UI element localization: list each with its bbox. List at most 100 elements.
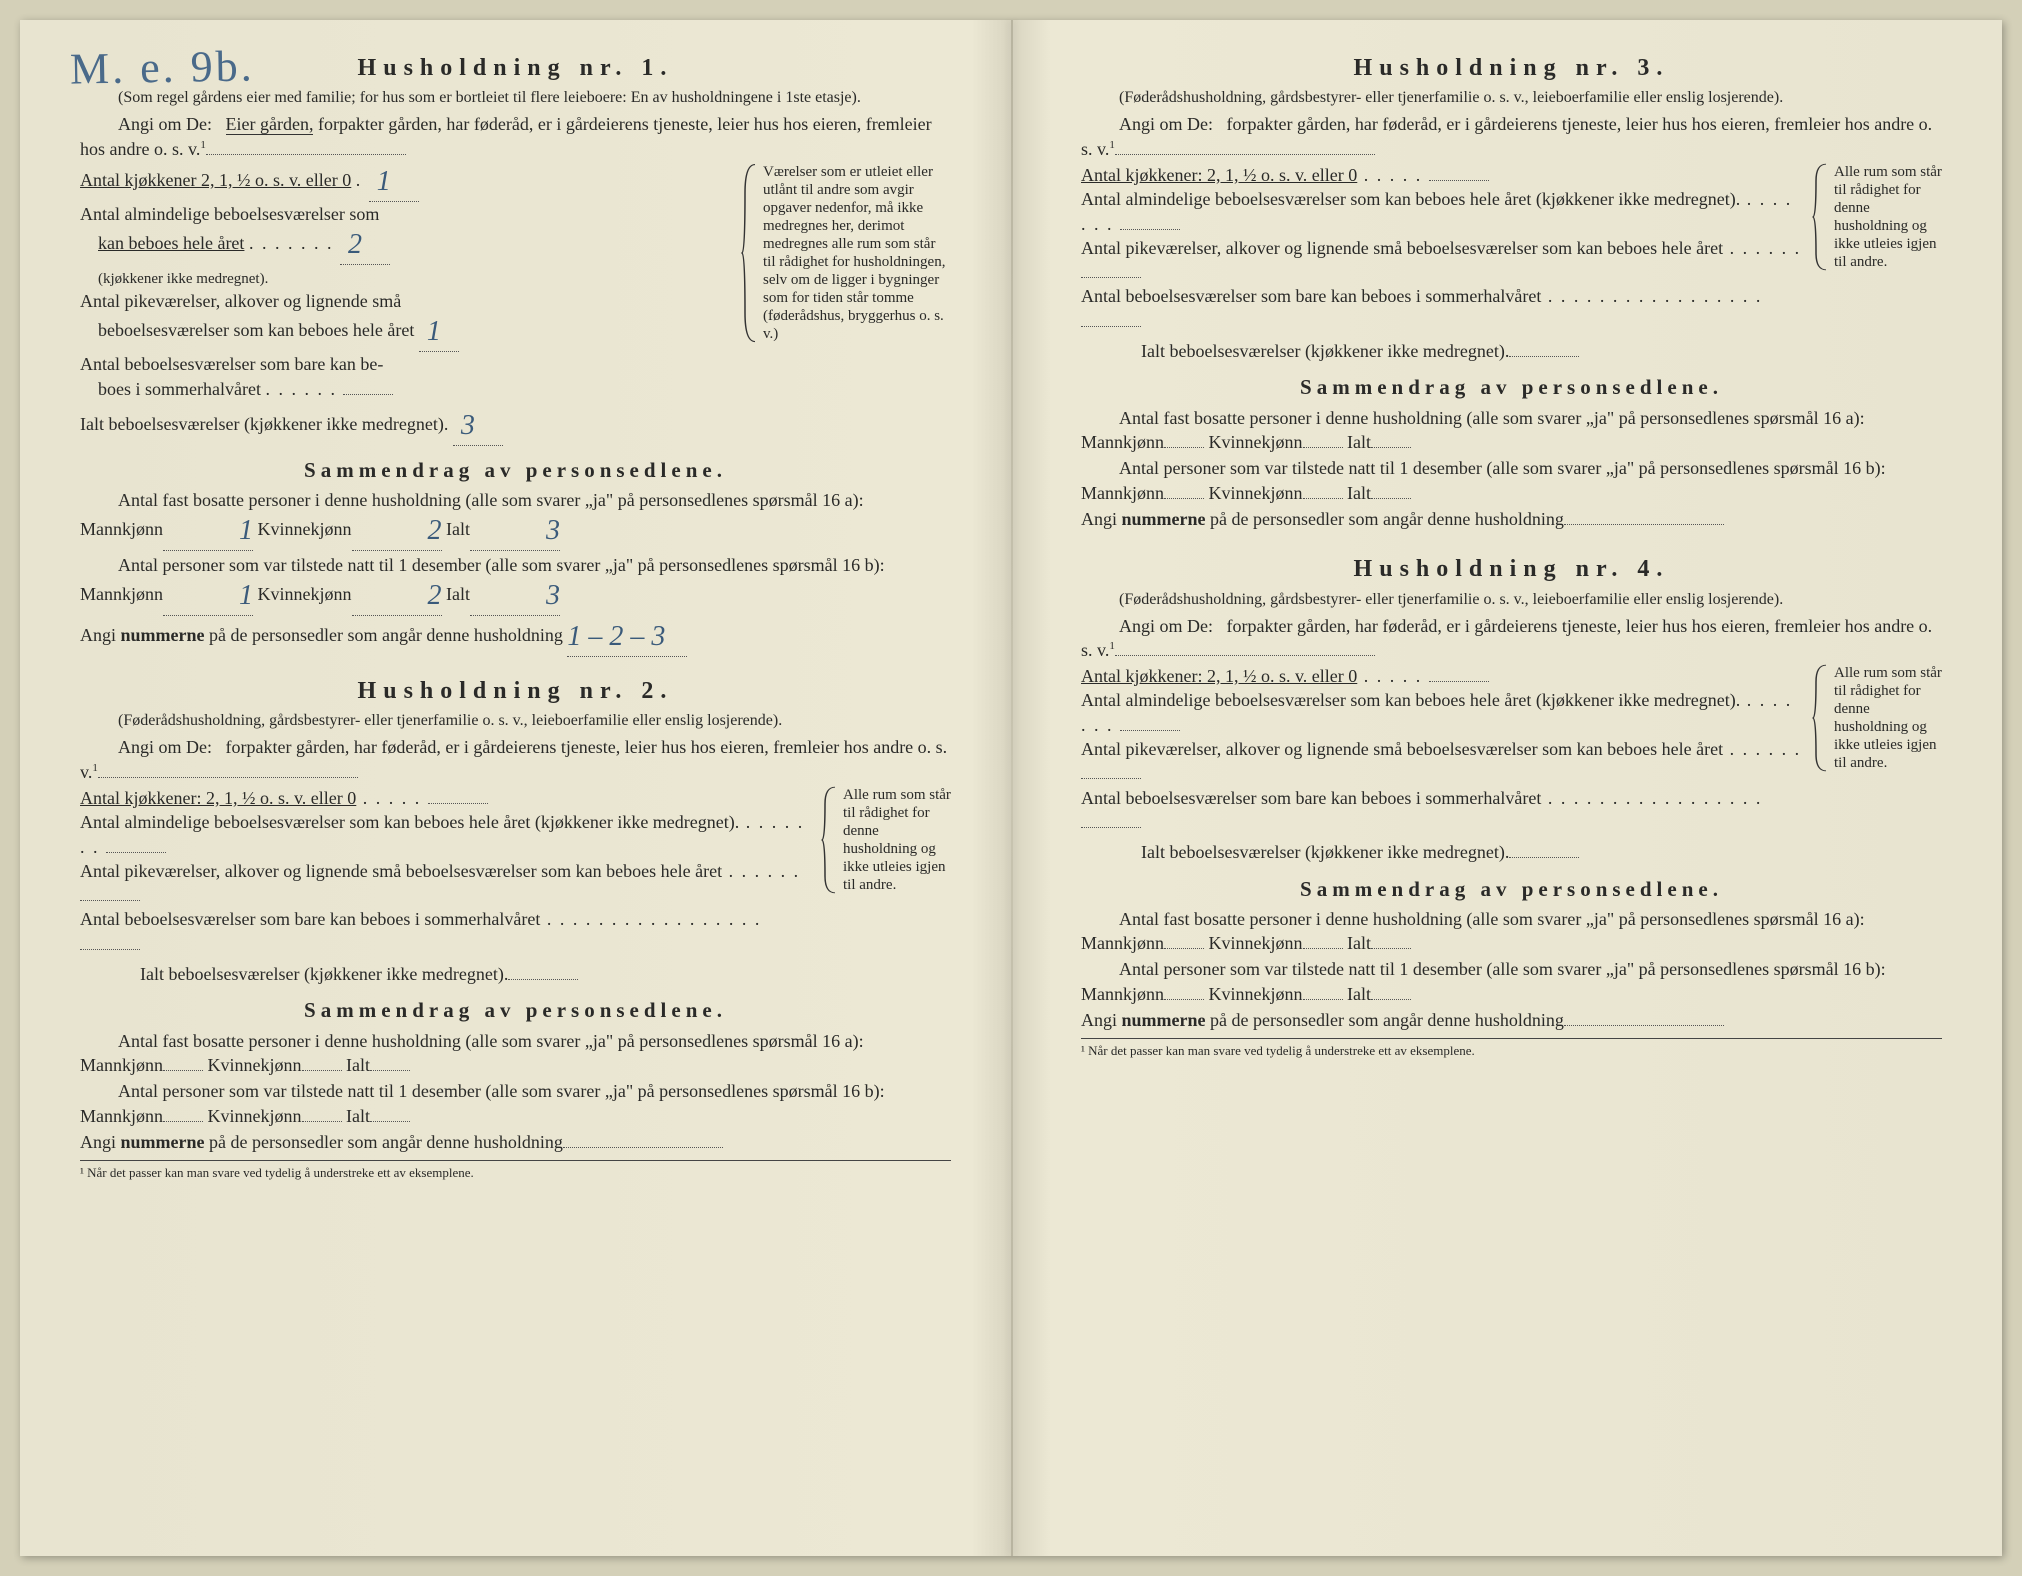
- blank: [1303, 447, 1343, 448]
- hh4-rooms-block: Antal kjøkkener: 2, 1, ½ o. s. v. eller …: [1081, 664, 1942, 864]
- right-page: Husholdning nr. 3. (Føderådshusholdning,…: [1011, 20, 2002, 1556]
- handwritten-annotation: M. e. 9b.: [69, 36, 255, 99]
- blank: [370, 1070, 410, 1071]
- natt-text: Antal personer som var tilstede natt til…: [1119, 959, 1886, 979]
- dots: . . . . . . .: [249, 233, 340, 253]
- k-line: Antal kjøkkener 2, 1, ½ o. s. v. eller 0…: [80, 163, 733, 202]
- blank: [163, 1070, 203, 1071]
- hh4-note-right: Alle rum som står til rådighet for denne…: [1812, 664, 1942, 772]
- brace-icon: [821, 786, 839, 894]
- ialt-blank: 3: [453, 407, 503, 446]
- blank: [370, 1121, 410, 1122]
- hh1-rooms-block: Antal kjøkkener 2, 1, ½ o. s. v. eller 0…: [80, 163, 951, 446]
- mann-label-b: Mannkjønn: [1081, 483, 1164, 503]
- hh1-samm-title: Sammendrag av personsedlene.: [80, 456, 951, 484]
- hh3-samm-title: Sammendrag av personsedlene.: [1081, 373, 1942, 401]
- sommer1: Antal beboelsesværelser som bare kan be-: [80, 354, 383, 374]
- dots: . . . . . .: [722, 861, 800, 881]
- ialt-label: Ialt beboelsesværelser (kjøkkener ikke m…: [80, 414, 448, 434]
- ialt-label: Ialt: [1347, 933, 1371, 953]
- hh3-subnote: (Føderådshusholdning, gårdsbestyrer- ell…: [1081, 88, 1942, 108]
- kvinne-label-b: Kvinnekjønn: [258, 584, 352, 604]
- hh2-subnote: (Føderådshusholdning, gårdsbestyrer- ell…: [80, 711, 951, 731]
- blank: [508, 979, 578, 980]
- kvinne-label-b: Kvinnekjønn: [1209, 984, 1303, 1004]
- alm-line: Antal almindelige beboelsesværelser som …: [80, 202, 733, 289]
- hh3-fast: Antal fast bosatte personer i denne hush…: [1081, 406, 1942, 455]
- note-text: Værelser som er utleiet eller utlånt til…: [763, 164, 945, 342]
- kvinne-label-b: Kvinnekjønn: [208, 1106, 302, 1126]
- hh4-fast: Antal fast bosatte personer i denne hush…: [1081, 907, 1942, 956]
- fast-text: Antal fast bosatte personer i denne hush…: [118, 490, 864, 510]
- hh4-angi-num: Angi nummerne på de personsedler som ang…: [1081, 1008, 1942, 1032]
- blank: [1429, 180, 1489, 181]
- pike1: Antal pikeværelser, alkover og lignende …: [80, 291, 401, 311]
- sommer-line: Antal beboelsesværelser som bare kan be-…: [80, 352, 733, 401]
- dots: . . . . .: [1357, 666, 1429, 686]
- hh3-note-right: Alle rum som står til rådighet for denne…: [1812, 163, 1942, 271]
- ialt-label-b: Ialt: [1347, 984, 1371, 1004]
- dots: . . . . . . . . . . . . . . . . .: [1541, 788, 1762, 808]
- alm2: kan beboes hele året: [98, 233, 244, 253]
- angi-prefix: Angi om De:: [118, 114, 212, 134]
- mann-label: Mannkjønn: [1081, 432, 1164, 452]
- sup1c: 1: [1109, 139, 1115, 151]
- blank: [1081, 326, 1141, 327]
- alm-line: Antal almindelige beboelsesværelser som …: [1081, 187, 1804, 236]
- dots: . . . . .: [1357, 165, 1429, 185]
- k-val: 1: [369, 163, 399, 201]
- kvinne-val: 2: [390, 512, 442, 550]
- blank: [80, 949, 140, 950]
- natt-text: Antal personer som var tilstede natt til…: [1119, 458, 1886, 478]
- angi-prefix: Angi om De:: [118, 737, 212, 757]
- hh1-angi: Angi om De: Eier gården, forpakter gårde…: [80, 112, 951, 161]
- hh2-note-right: Alle rum som står til rådighet for denne…: [821, 786, 951, 894]
- blank: [1081, 778, 1141, 779]
- natt-text: Antal personer som var tilstede natt til…: [118, 555, 885, 575]
- num-blank: 1 – 2 – 3: [567, 618, 687, 657]
- k-line: Antal kjøkkener: 2, 1, ½ o. s. v. eller …: [1081, 664, 1804, 688]
- sommer-line: Antal beboelsesværelser som bare kan beb…: [1081, 786, 1804, 835]
- kvinne-label: Kvinnekjønn: [1209, 933, 1303, 953]
- kvinne-label: Kvinnekjønn: [208, 1055, 302, 1075]
- hh2-rooms-left: Antal kjøkkener: 2, 1, ½ o. s. v. eller …: [80, 786, 813, 986]
- left-footnote: ¹ Når det passer kan man svare ved tydel…: [80, 1160, 951, 1182]
- kvinne-label-b: Kvinnekjønn: [1209, 483, 1303, 503]
- blank: [1164, 447, 1204, 448]
- kvinneb-blank: 2: [352, 577, 442, 616]
- ialt-label: Ialt: [1347, 432, 1371, 452]
- hh4-samm-title: Sammendrag av personsedlene.: [1081, 875, 1942, 903]
- mann-label-b: Mannkjønn: [80, 1106, 163, 1126]
- k-label: Antal kjøkkener: 2, 1, ½ o. s. v. eller …: [1081, 666, 1357, 686]
- blank: [1371, 447, 1411, 448]
- hh1-rooms-left: Antal kjøkkener 2, 1, ½ o. s. v. eller 0…: [80, 163, 733, 446]
- pike-line: Antal pikeværelser, alkover og lignende …: [80, 289, 733, 352]
- num-val: 1 – 2 – 3: [567, 618, 665, 656]
- k-line: Antal kjøkkener: 2, 1, ½ o. s. v. eller …: [1081, 163, 1804, 187]
- blank-line: [1115, 154, 1375, 155]
- blank: [1429, 681, 1489, 682]
- mann-label: Mannkjønn: [80, 519, 163, 539]
- ialt-label: Ialt beboelsesværelser (kjøkkener ikke m…: [140, 964, 508, 984]
- hh2-rooms-block: Antal kjøkkener: 2, 1, ½ o. s. v. eller …: [80, 786, 951, 986]
- blank: [1303, 999, 1343, 1000]
- dots: . . . . . .: [1723, 238, 1801, 258]
- blank: [1164, 948, 1204, 949]
- alm-blank: 2: [340, 226, 390, 265]
- mann-val: 1: [201, 512, 253, 550]
- pike-line: Antal pikeværelser, alkover og lignende …: [1081, 236, 1804, 285]
- sommer2: boes i sommerhalvåret: [98, 379, 261, 399]
- hh3-rooms-block: Antal kjøkkener: 2, 1, ½ o. s. v. eller …: [1081, 163, 1942, 363]
- hh2-angi-num: Angi nummerne på de personsedler som ang…: [80, 1130, 951, 1154]
- blank: [1081, 277, 1141, 278]
- alm-line: Antal almindelige beboelsesværelser som …: [80, 810, 813, 859]
- ialtb-blank: 3: [470, 577, 560, 616]
- ialt-label: Ialt: [346, 1055, 370, 1075]
- k-label: Antal kjøkkener 2, 1, ½ o. s. v. eller 0: [80, 170, 351, 190]
- hh3-natt: Antal personer som var tilstede natt til…: [1081, 456, 1942, 505]
- sommer-blank: [343, 394, 393, 395]
- fast-text: Antal fast bosatte personer i denne hush…: [1119, 909, 1865, 929]
- kvinneb-val: 2: [390, 577, 442, 615]
- blank-line: [98, 777, 358, 778]
- dots: . . . . . .: [1723, 739, 1801, 759]
